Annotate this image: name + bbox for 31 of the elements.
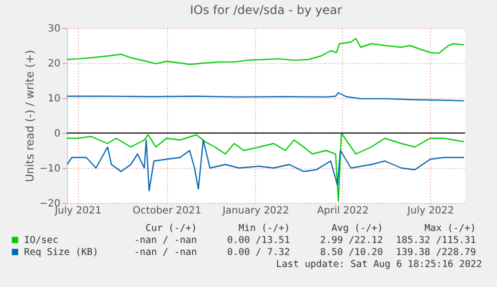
y-tick-label: −10 (39, 164, 60, 174)
text: Last update: Sat Aug 6 18:25:16 2022 (276, 259, 482, 270)
x-tick-label: January 2022 (222, 206, 290, 216)
y-tick-label: 0 (54, 128, 60, 140)
x-tick-label: April 2022 (317, 206, 369, 216)
text: -nan / -nan (134, 247, 197, 258)
text: 2.99 /22.12 (320, 235, 383, 246)
legend-label: Req Size (KB) (24, 247, 98, 258)
line-series (67, 132, 465, 202)
legend-label: IO/sec (24, 235, 58, 246)
text: Max (-/+) (424, 223, 476, 234)
text: Avg (-/+) (332, 223, 383, 234)
y-tick-label: 20 (48, 58, 60, 70)
y-tick-label: 10 (48, 94, 60, 104)
x-tick-label: October 2021 (132, 206, 202, 216)
text: 185.32 /115.31 (396, 235, 476, 246)
text: 0.00 /13.51 (227, 235, 290, 246)
x-tick-label: July 2022 (406, 206, 454, 216)
y-tick-label: 30 (48, 24, 60, 34)
line-series (67, 139, 465, 192)
text: 8.50 /10.20 (320, 247, 384, 258)
y-axis-title: Units read (-) / write (+) (23, 50, 36, 182)
line-series (67, 92, 465, 102)
chart-title: IOs for /dev/sda - by year (190, 3, 342, 17)
text: 139.38 /228.79 (396, 247, 476, 258)
x-tick-label: July 2021 (54, 206, 102, 216)
text: Cur (-/+) (146, 223, 197, 234)
line-series (67, 38, 465, 65)
text: Min (-/+) (238, 223, 290, 234)
text: 0.00 / 7.32 (227, 247, 290, 258)
text: -nan / -nan (134, 235, 197, 246)
